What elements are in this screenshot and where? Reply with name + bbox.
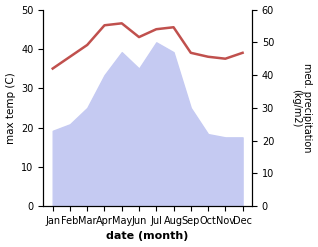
Y-axis label: max temp (C): max temp (C) [5, 72, 16, 144]
Y-axis label: med. precipitation
(kg/m2): med. precipitation (kg/m2) [291, 63, 313, 153]
X-axis label: date (month): date (month) [107, 231, 189, 242]
